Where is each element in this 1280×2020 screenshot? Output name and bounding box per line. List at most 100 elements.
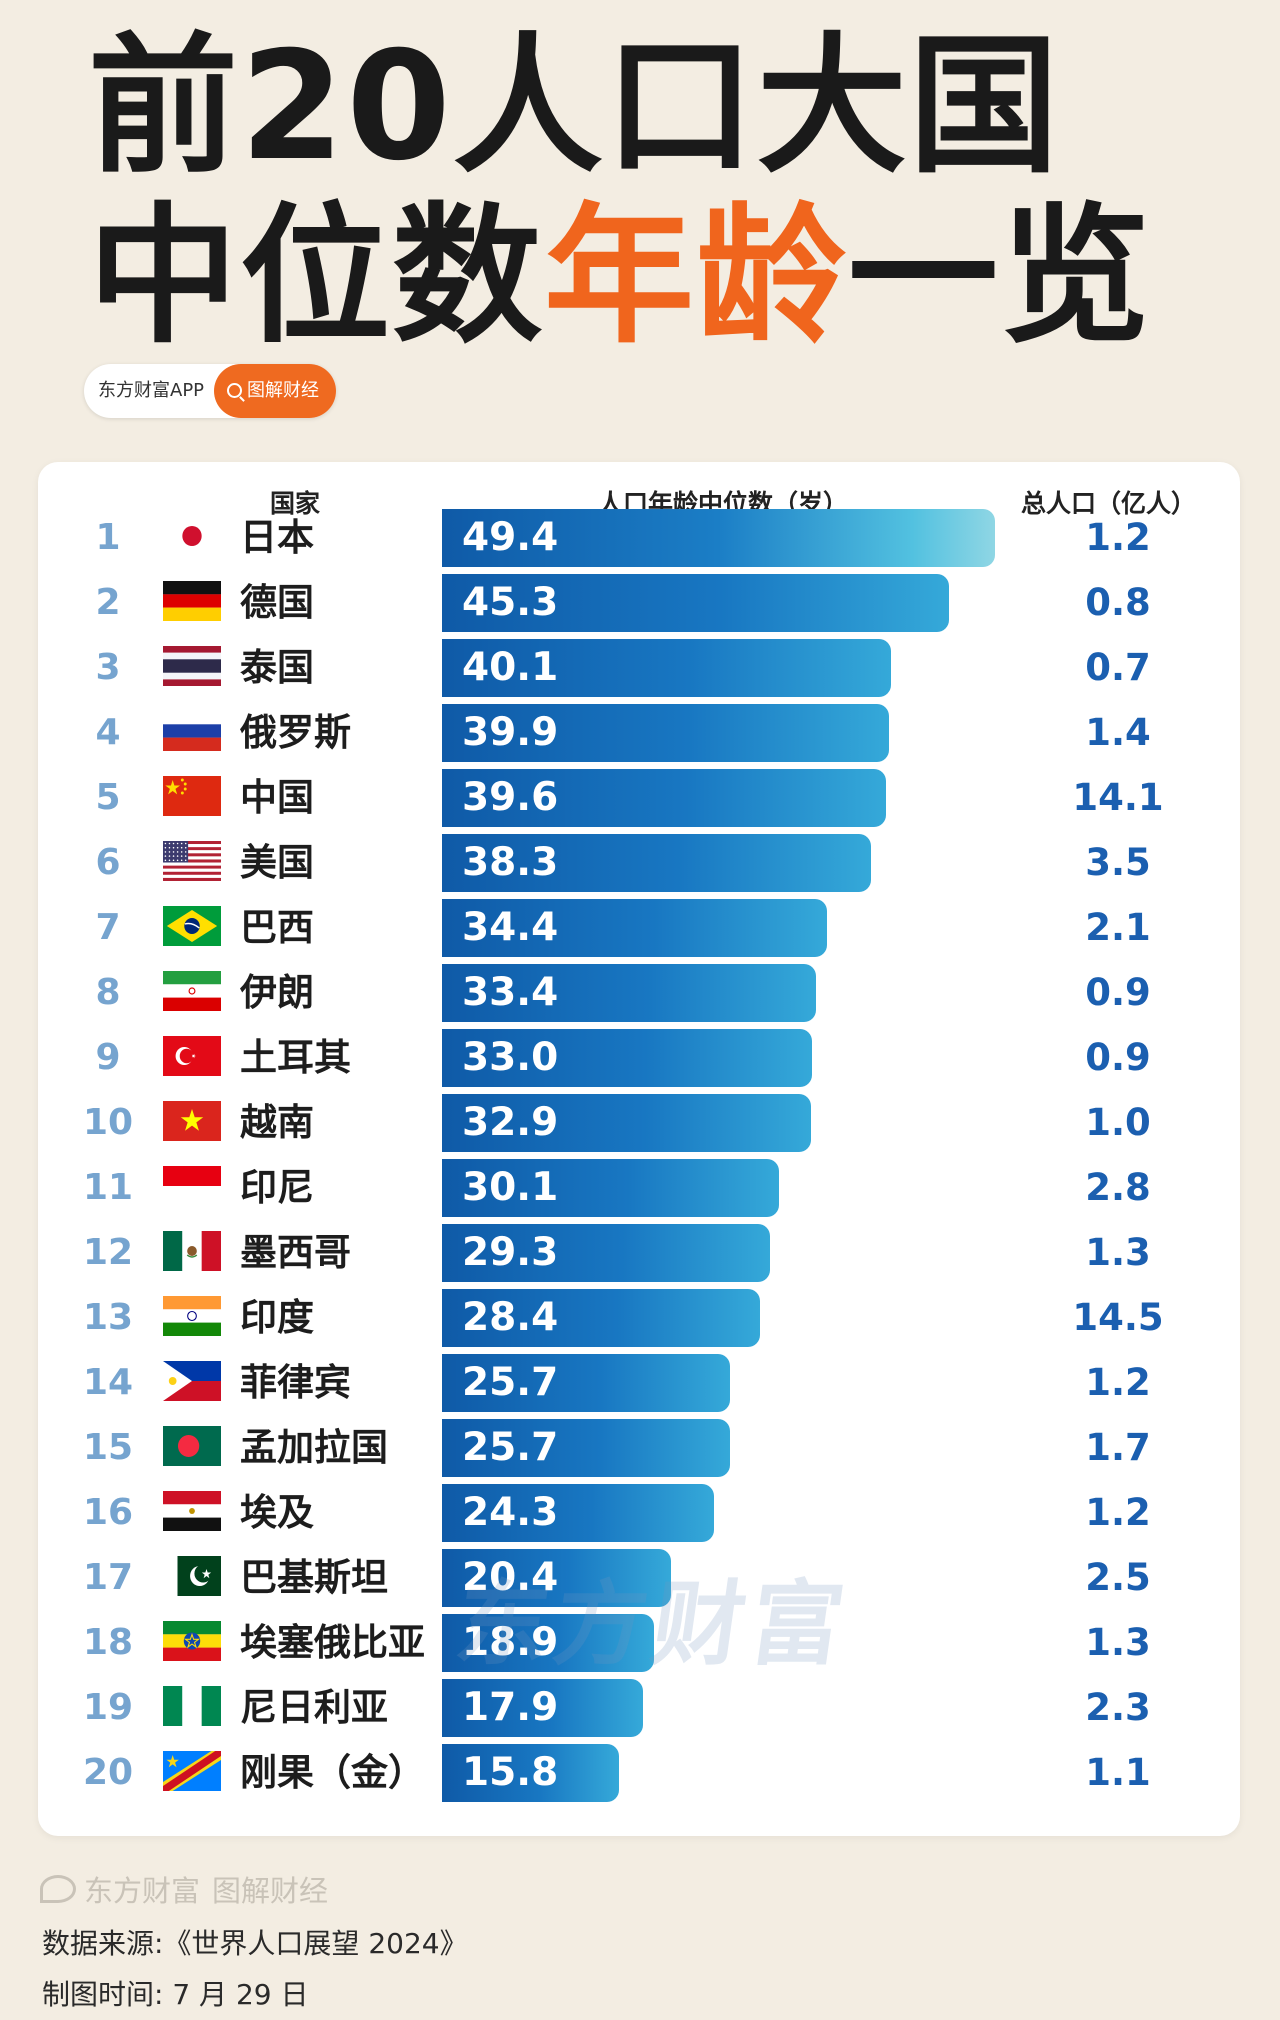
- column-tag-label: 图解财经: [247, 380, 319, 401]
- brand-logo-icon: [40, 1875, 76, 1903]
- flag-icon-cd: [163, 1751, 221, 1791]
- flag-icon-jp: [163, 516, 221, 556]
- country-label: 中国: [240, 776, 314, 819]
- rank-label: 11: [82, 1167, 134, 1208]
- country-label: 埃塞俄比亚: [240, 1621, 425, 1664]
- median-age-value: 38.3: [462, 840, 559, 885]
- chart-title: 前20人口大国 中位数年龄一览: [88, 22, 1152, 362]
- flag-icon-ir: [163, 971, 221, 1011]
- rank-label: 18: [82, 1622, 134, 1663]
- column-tag: 图解财经: [214, 364, 336, 418]
- median-age-bar: [442, 639, 892, 697]
- population-value: 2.8: [1085, 1166, 1151, 1209]
- median-age-value: 40.1: [462, 645, 559, 690]
- median-age-bar: [442, 834, 871, 892]
- chart-row: 2 德国 45.3 0.8: [38, 573, 1240, 633]
- population-value: 1.3: [1085, 1621, 1151, 1664]
- rank-label: 17: [82, 1557, 134, 1598]
- median-age-bar: [442, 1354, 730, 1412]
- population-value: 2.3: [1085, 1686, 1151, 1729]
- chart-row: 16 埃及 24.3 1.2: [38, 1483, 1240, 1543]
- chart-row: 7 巴西 34.4 2.1: [38, 898, 1240, 958]
- median-age-bar: [442, 1419, 730, 1477]
- flag-icon-cn: [163, 776, 221, 816]
- population-value: 0.7: [1085, 646, 1151, 689]
- median-age-bar: [442, 1224, 771, 1282]
- rank-label: 2: [95, 582, 121, 623]
- flag-icon-in: [163, 1296, 221, 1336]
- rank-label: 7: [95, 907, 121, 948]
- country-label: 埃及: [240, 1491, 314, 1534]
- rank-label: 14: [82, 1362, 134, 1403]
- rank-label: 4: [95, 712, 121, 753]
- chart-row: 8 伊朗 33.4 0.9: [38, 963, 1240, 1023]
- rank-label: 15: [82, 1427, 134, 1468]
- median-age-value: 28.4: [462, 1295, 559, 1340]
- median-age-bar: [442, 1679, 643, 1737]
- chart-row: 14 菲律宾 25.7 1.2: [38, 1353, 1240, 1413]
- flag-icon-mx: [163, 1231, 221, 1271]
- country-label: 俄罗斯: [240, 711, 351, 754]
- median-age-bar: [442, 574, 950, 632]
- median-age-value: 25.7: [462, 1425, 559, 1470]
- country-label: 伊朗: [240, 971, 314, 1014]
- flag-icon-de: [163, 581, 221, 621]
- population-value: 14.5: [1072, 1296, 1164, 1339]
- median-age-value: 17.9: [462, 1685, 559, 1730]
- population-value: 0.9: [1085, 971, 1151, 1014]
- median-age-bar: [442, 899, 828, 957]
- median-age-value: 34.4: [462, 905, 559, 950]
- median-age-bar: [442, 704, 889, 762]
- median-age-value: 29.3: [462, 1230, 559, 1275]
- rank-label: 6: [95, 842, 121, 883]
- flag-icon-vn: [163, 1101, 221, 1141]
- population-value: 1.2: [1085, 1491, 1151, 1534]
- median-age-bar: [442, 1614, 654, 1672]
- country-label: 日本: [240, 516, 314, 559]
- median-age-bar: [442, 1029, 812, 1087]
- flag-icon-et: [163, 1621, 221, 1661]
- population-value: 1.2: [1085, 1361, 1151, 1404]
- median-age-value: 49.4: [462, 515, 559, 560]
- country-label: 菲律宾: [240, 1361, 351, 1404]
- country-label: 越南: [240, 1101, 314, 1144]
- median-age-bar: [442, 1484, 715, 1542]
- source-pill: 东方财富APP 图解财经: [84, 364, 336, 418]
- flag-icon-br: [163, 906, 221, 946]
- median-age-bar: [442, 1289, 761, 1347]
- median-age-value: 30.1: [462, 1165, 559, 1210]
- population-value: 1.0: [1085, 1101, 1151, 1144]
- footer-brand-name: 东方财富: [84, 1874, 201, 1908]
- footer-brand: 东方财富 图解财经: [40, 1868, 328, 1910]
- median-age-value: 20.4: [462, 1555, 559, 1600]
- median-age-value: 18.9: [462, 1620, 559, 1665]
- flag-icon-ph: [163, 1361, 221, 1401]
- population-value: 0.8: [1085, 581, 1151, 624]
- chart-row: 3 泰国 40.1 0.7: [38, 638, 1240, 698]
- country-label: 美国: [240, 841, 314, 884]
- median-age-bar: [442, 1744, 619, 1802]
- rank-label: 13: [82, 1297, 134, 1338]
- median-age-value: 32.9: [462, 1100, 559, 1145]
- column-header-country: 国家: [270, 489, 321, 518]
- population-value: 14.1: [1072, 776, 1164, 819]
- country-label: 墨西哥: [240, 1231, 351, 1274]
- chart-row: 6 美国 38.3 3.5: [38, 833, 1240, 893]
- rank-label: 9: [95, 1037, 121, 1078]
- flag-icon-bd: [163, 1426, 221, 1466]
- country-label: 巴西: [240, 906, 314, 949]
- population-value: 1.1: [1085, 1751, 1151, 1794]
- flag-icon-eg: [163, 1491, 221, 1531]
- rank-label: 19: [82, 1687, 134, 1728]
- chart-row: 5 中国 39.6 14.1: [38, 768, 1240, 828]
- country-label: 印度: [240, 1296, 314, 1339]
- chart-row: 18 埃塞俄比亚 18.9 1.3: [38, 1613, 1240, 1673]
- footer-brand-tag: 图解财经: [212, 1874, 329, 1908]
- search-icon: [227, 383, 242, 398]
- rank-label: 1: [95, 517, 121, 558]
- rank-label: 8: [95, 972, 121, 1013]
- flag-icon-tr: [163, 1036, 221, 1076]
- title-line-2: 中位数年龄一览: [88, 192, 1152, 362]
- median-age-bar: [442, 964, 817, 1022]
- rank-label: 10: [82, 1102, 134, 1143]
